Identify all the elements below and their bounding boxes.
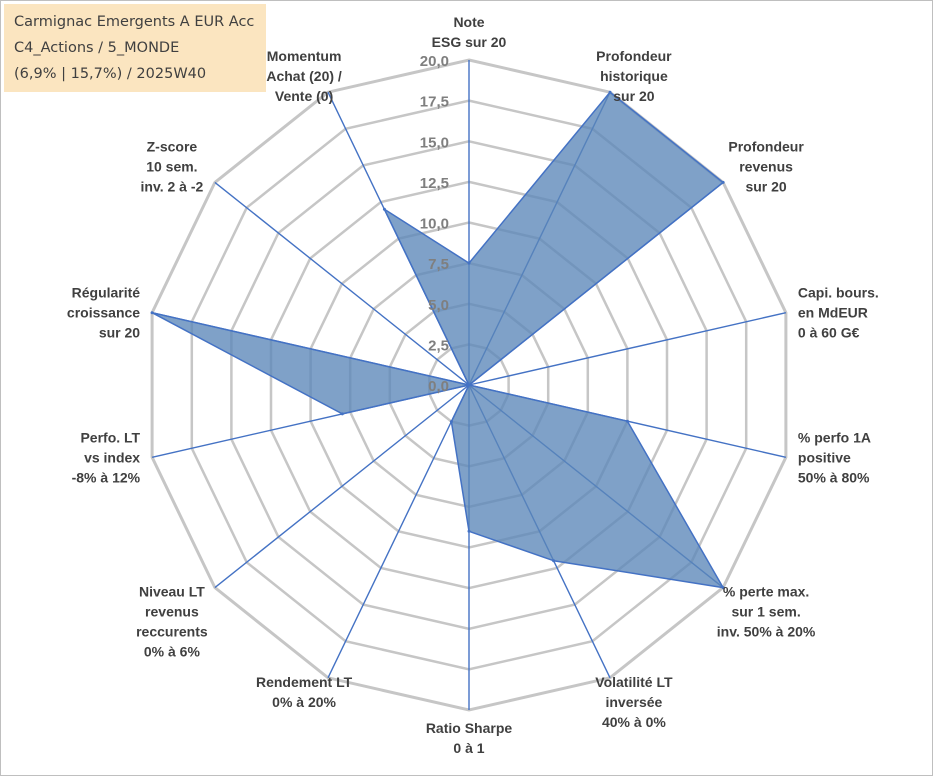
axis-label: 0 à 1 bbox=[453, 740, 484, 756]
tick-label: 17,5 bbox=[420, 94, 449, 111]
axis-spoke bbox=[214, 181, 470, 386]
data-point bbox=[340, 412, 344, 416]
data-point bbox=[552, 559, 556, 563]
axis-label: inv. 2 à -2 bbox=[141, 178, 204, 194]
axis-label: revenus bbox=[739, 158, 793, 174]
radar-series bbox=[150, 90, 725, 590]
radar-axis-labels: Note ESG sur 20 Profondeur historique sur 20… bbox=[67, 14, 879, 756]
axis-label: Niveau LT bbox=[139, 584, 205, 600]
axis-label: reccurents bbox=[136, 624, 208, 640]
axis-label: Achat (20) / bbox=[266, 68, 342, 84]
chart-title-category: C4_Actions / 5_MONDE bbox=[14, 40, 180, 56]
data-point bbox=[467, 529, 471, 533]
axis-label: 10 sem. bbox=[146, 158, 197, 174]
axis-label: Volatilité LT bbox=[595, 674, 673, 690]
data-point bbox=[150, 311, 154, 315]
tick-label: 10,0 bbox=[420, 216, 449, 233]
axis-label: sur 20 bbox=[745, 178, 786, 194]
axis-label: % perfo 1A bbox=[798, 429, 871, 445]
axis-label: revenus bbox=[145, 604, 199, 620]
axis-label: 50% à 80% bbox=[798, 469, 870, 485]
axis-spoke bbox=[468, 312, 787, 386]
tick-label: 5,0 bbox=[428, 297, 449, 314]
axis-label: Rendement LT bbox=[256, 674, 353, 690]
axis-spoke bbox=[214, 384, 470, 589]
chart-title-box: Carmignac Emergents A EUR Acc C4_Actions… bbox=[4, 4, 266, 92]
data-point bbox=[467, 261, 471, 265]
axis-label: Profondeur bbox=[596, 48, 672, 64]
radar-tick-labels: 0,0 2,5 5,0 7,5 10,0 12,5 15,0 17,5 20,0 bbox=[420, 53, 449, 395]
data-point bbox=[467, 383, 471, 387]
chart-title-stats: (6,9% | 15,7%) / 2025W40 bbox=[14, 66, 207, 82]
axis-label: positive bbox=[798, 449, 851, 465]
axis-label: % perte max. bbox=[723, 584, 809, 600]
axis-label: sur 20 bbox=[99, 325, 140, 341]
axis-label: Profondeur bbox=[728, 138, 804, 154]
axis-label: Vente (0) bbox=[275, 88, 333, 104]
axis-label: Momentum bbox=[267, 48, 342, 64]
axis-label: Z-score bbox=[147, 138, 198, 154]
axis-label: Régularité bbox=[72, 285, 141, 301]
tick-label: 2,5 bbox=[428, 337, 449, 354]
axis-label: historique bbox=[600, 68, 668, 84]
axis-label: vs index bbox=[84, 449, 140, 465]
tick-label: 0,0 bbox=[428, 378, 449, 395]
data-point bbox=[449, 420, 453, 424]
axis-label: sur 1 sem. bbox=[731, 604, 800, 620]
axis-label: 40% à 0% bbox=[602, 714, 666, 730]
axis-label: 0% à 20% bbox=[272, 694, 336, 710]
tick-label: 15,0 bbox=[420, 134, 449, 151]
data-point bbox=[721, 586, 725, 590]
axis-label: 0 à 60 G€ bbox=[798, 325, 860, 341]
axis-label: sur 20 bbox=[613, 88, 654, 104]
axis-label: en MdEUR bbox=[798, 305, 868, 321]
axis-label: Capi. bours. bbox=[798, 285, 879, 301]
axis-label: Ratio Sharpe bbox=[426, 720, 513, 736]
data-point bbox=[608, 90, 612, 94]
axis-label: ESG sur 20 bbox=[432, 34, 507, 50]
axis-label: inv. 50% à 20% bbox=[717, 624, 816, 640]
axis-label: 0% à 6% bbox=[144, 644, 201, 660]
tick-label: 7,5 bbox=[428, 256, 449, 273]
axis-label: croissance bbox=[67, 305, 140, 321]
axis-label: Perfo. LT bbox=[80, 429, 140, 445]
data-point bbox=[382, 207, 386, 211]
axis-label: -8% à 12% bbox=[72, 469, 141, 485]
tick-label: 20,0 bbox=[420, 53, 449, 70]
axis-label: Note bbox=[453, 14, 484, 30]
data-point bbox=[721, 180, 725, 184]
axis-spoke bbox=[327, 384, 470, 679]
chart-title-fund: Carmignac Emergents A EUR Acc bbox=[14, 14, 255, 30]
data-point bbox=[625, 419, 629, 423]
axis-label: inversée bbox=[605, 694, 662, 710]
tick-label: 12,5 bbox=[420, 175, 449, 192]
